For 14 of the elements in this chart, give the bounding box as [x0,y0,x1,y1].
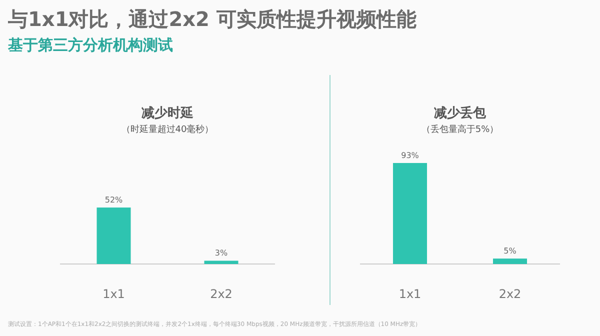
chart-subtitle: （时延量超过40毫秒） [121,124,214,135]
data-label: 93% [401,151,420,160]
data-label: 3% [214,248,228,258]
data-label: 52% [104,196,124,205]
data-label: 5% [504,246,517,256]
text: 基于第三方分析机构测试 [7,36,173,54]
x-tick-label: 2x2 [210,287,232,301]
chart-title: 减少丢包 [434,105,487,121]
chart-title: 减少时延 [142,106,194,121]
chart-subtitle: （丢包量高于5%） [421,124,499,135]
x-tick-label: 2x2 [498,287,522,301]
text: 与1x1对比，通过2x2 可实质性提升视频性能 [7,7,416,31]
x-tick-label: 1x1 [398,287,422,301]
x-tick-label: 1x1 [102,287,125,301]
